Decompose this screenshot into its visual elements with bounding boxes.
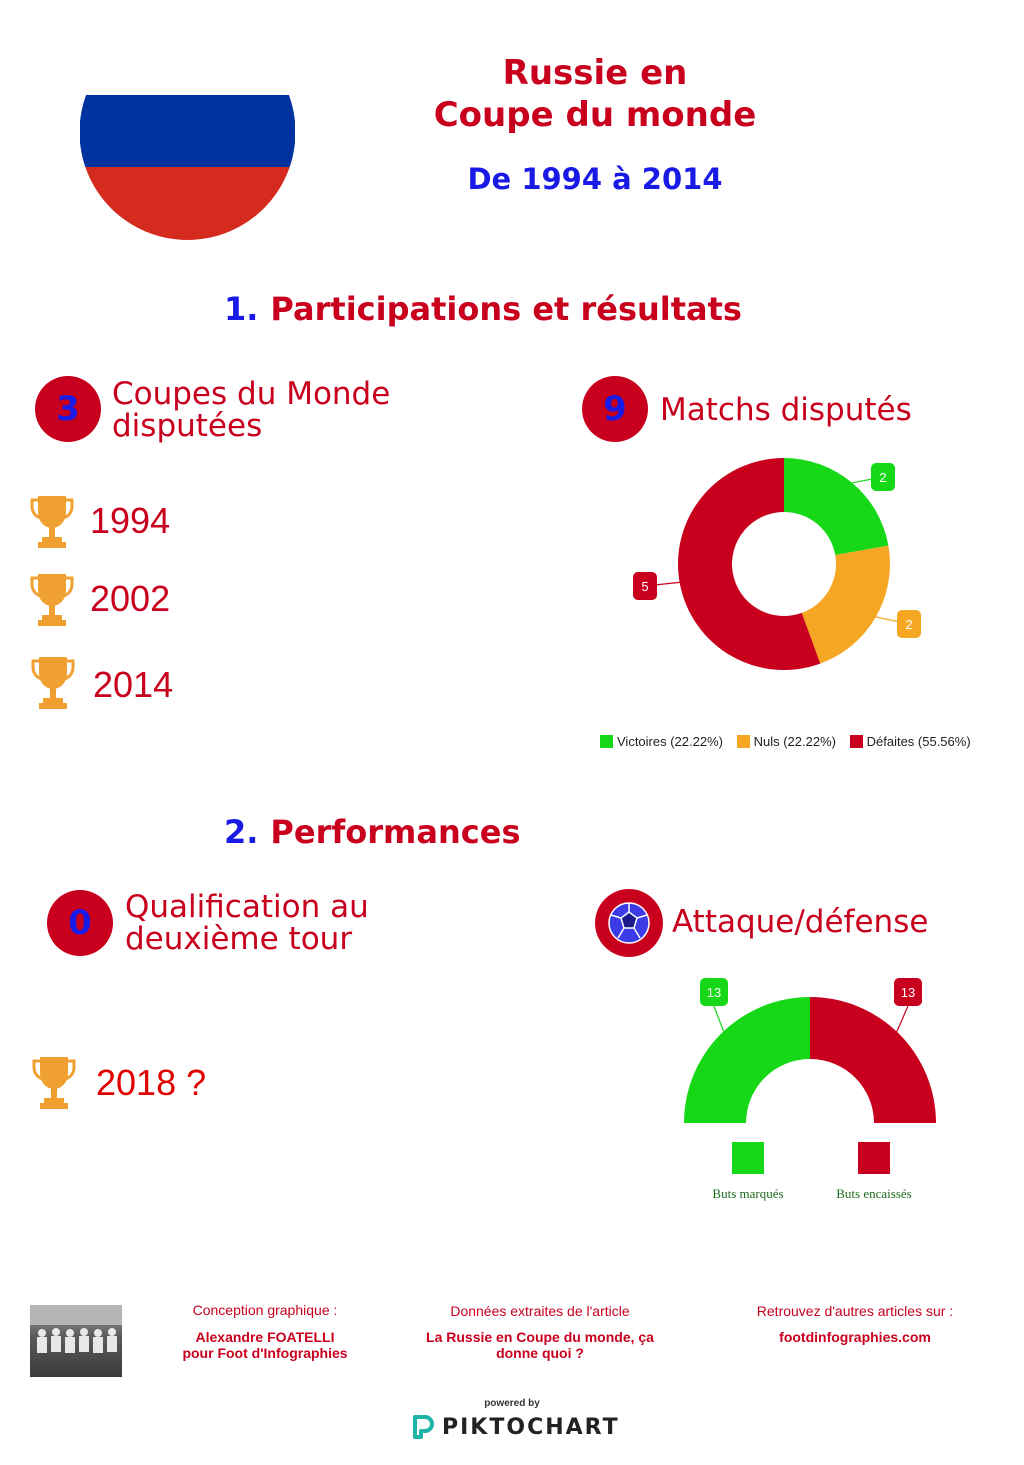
data-source-article-link[interactable]: La Russie en Coupe du monde, ça donne qu… [410, 1329, 670, 1361]
world-cups-label: Coupes du Monde disputées [112, 378, 390, 442]
title-line-1: Russie en [502, 53, 688, 93]
qualification-count-badge: 0 [47, 890, 113, 956]
donut-value-label-defaites-text: 5 [641, 579, 648, 594]
powered-by-label: powered by [484, 1398, 540, 1409]
data-source-line-2: donne quoi ? [496, 1345, 584, 1361]
soccer-ball-icon [595, 889, 663, 957]
donut-slice-defaites [678, 458, 821, 670]
donut-value-label-victoires: 2 [871, 463, 895, 491]
russia-flag-icon [80, 95, 295, 240]
title-line-2: Coupe du monde [433, 95, 757, 135]
donut-value-label-nuls: 2 [897, 610, 921, 638]
results-donut-chart: 2 2 5 [633, 458, 921, 670]
trophy-icon [30, 574, 74, 626]
semi-value-label-buts-encaisses-text: 13 [901, 985, 915, 1000]
donut-value-label-defaites-box [633, 572, 657, 600]
results-legend: Victoires (22.22%) Nuls (22.22%) Défaite… [600, 734, 981, 749]
trophy-icon [30, 496, 74, 548]
legend-item-defaites: Défaites (55.56%) [849, 734, 971, 749]
matches-count-badge: 9 [582, 376, 648, 442]
design-credit-line-2: pour Foot d'Infographies [182, 1345, 348, 1361]
donut-value-label-defaites: 5 [633, 572, 657, 600]
semi-leader-buts-marques [713, 1005, 728, 1040]
donut-value-label-nuls-text: 2 [905, 617, 912, 632]
attack-defense-label: Attaque/défense [672, 904, 929, 940]
design-credit-line-1: Alexandre FOATELLI [195, 1329, 335, 1345]
data-source-line-1: La Russie en Coupe du monde, ça [426, 1329, 654, 1345]
more-articles-heading: Retrouvez d'autres articles sur : [756, 1303, 954, 1319]
qualification-label-line-2: deuxième tour [125, 921, 353, 957]
team-photo-image [30, 1305, 122, 1353]
semi-value-label-buts-marques: 13 [700, 978, 728, 1006]
year-2018: 2018 ? [96, 1062, 207, 1103]
piktochart-logo[interactable]: PIKTOCHART [412, 1414, 620, 1440]
piktochart-icon [413, 1415, 434, 1439]
section-2-number: 2. [224, 813, 259, 851]
year-2002: 2002 [90, 578, 171, 619]
piktochart-wordmark: PIKTOCHART [442, 1414, 620, 1440]
semi-value-label-buts-marques-box [700, 978, 728, 1006]
donut-value-label-victoires-text: 2 [879, 470, 886, 485]
world-cups-label-line-2: disputées [112, 408, 263, 444]
year-1994: 1994 [90, 500, 171, 541]
donut-value-label-victoires-box [871, 463, 895, 491]
page-title: Russie en Coupe du monde [380, 52, 810, 136]
semi-value-label-buts-encaisses-box [894, 978, 922, 1006]
trophy-icon [31, 657, 75, 709]
semi-slice-buts-encaisses [810, 997, 936, 1123]
qualification-label-line-1: Qualification au [125, 889, 369, 925]
section-1-heading: 1. Participations et résultats [224, 290, 742, 328]
legend-swatch-defaites [849, 735, 863, 748]
year-2014: 2014 [93, 664, 174, 705]
donut-value-label-nuls-box [897, 610, 921, 638]
semi-value-label-buts-encaisses: 13 [894, 978, 922, 1006]
legend-item-nuls: Nuls (22.22%) [736, 734, 836, 749]
site-link[interactable]: footdinfographies.com [779, 1329, 931, 1345]
legend-label-buts-marques: Buts marqués [712, 1186, 784, 1201]
section-1-title: Participations et résultats [270, 290, 742, 328]
trophy-icon [32, 1057, 76, 1109]
semi-value-label-buts-marques-text: 13 [707, 985, 721, 1000]
section-2-title: Performances [270, 813, 521, 851]
legend-label-defaites: Défaites (55.56%) [866, 734, 971, 749]
matches-label: Matchs disputés [660, 392, 912, 428]
donut-slice-victoires [784, 458, 889, 555]
donut-slice-nuls [801, 545, 890, 664]
team-photo [30, 1305, 122, 1377]
legend-label-buts-encaisses: Buts encaissés [836, 1186, 912, 1201]
semi-slice-buts-marques [684, 997, 810, 1123]
legend-swatch-buts-marques [732, 1142, 764, 1174]
legend-label-nuls: Nuls (22.22%) [753, 734, 836, 749]
legend-swatch-buts-encaisses [858, 1142, 890, 1174]
design-credit: Alexandre FOATELLI pour Foot d'Infograph… [150, 1329, 380, 1361]
design-heading: Conception graphique : [192, 1302, 338, 1318]
world-cups-count-badge: 3 [35, 376, 101, 442]
data-source-heading: Données extraites de l'article [450, 1303, 630, 1319]
world-cups-label-line-1: Coupes du Monde [112, 376, 391, 412]
goals-semi-donut-chart: 13 13 [684, 978, 936, 1123]
legend-item-victoires: Victoires (22.22%) [600, 734, 723, 749]
legend-swatch-victoires [600, 735, 613, 748]
qualification-label: Qualification au deuxième tour [125, 891, 369, 955]
page-subtitle: De 1994 à 2014 [467, 162, 723, 196]
section-2-heading: 2. Performances [224, 813, 520, 851]
legend-label-victoires: Victoires (22.22%) [617, 734, 723, 749]
semi-leader-buts-encaisses [892, 1005, 909, 1040]
legend-swatch-nuls [736, 735, 750, 748]
section-1-number: 1. [224, 290, 259, 328]
